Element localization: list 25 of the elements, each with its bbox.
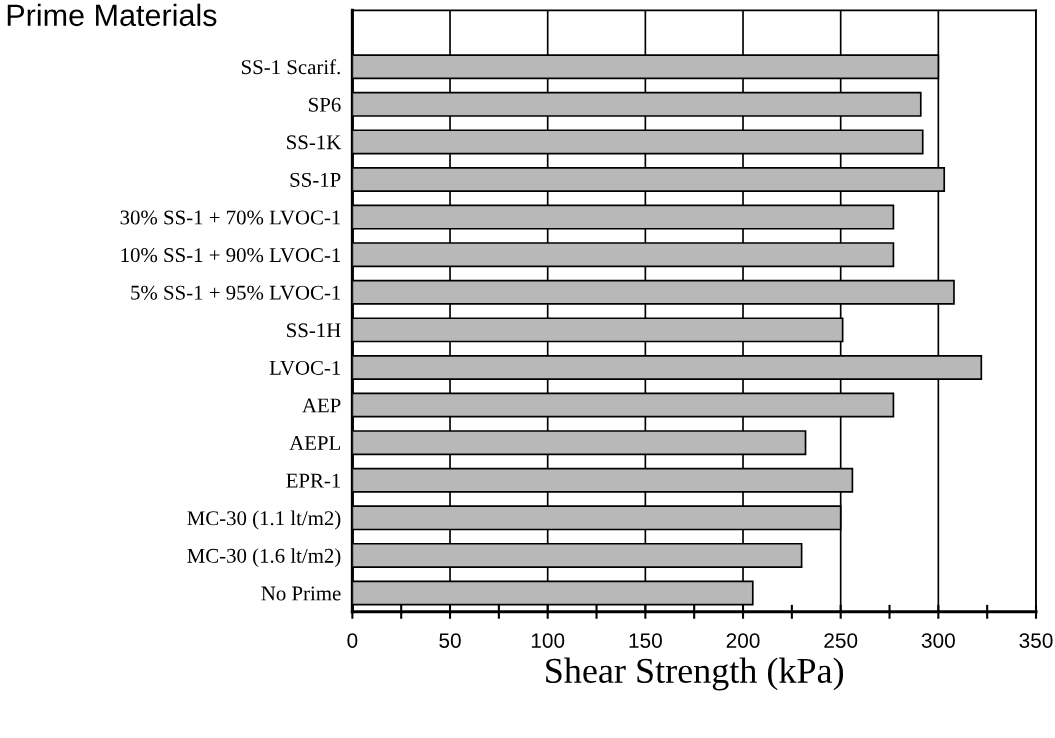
y-tick-label: SS-1H [287, 323, 341, 338]
y-tick-label: SS-1P [290, 172, 341, 187]
x-tick-label: 200 [726, 633, 760, 648]
x-axis-title: Shear Strength (kPa) [546, 657, 844, 691]
y-tick-label: SP6 [309, 97, 341, 112]
y-tick-label: No Prime [261, 586, 341, 601]
x-tick-label: 250 [824, 633, 858, 648]
y-tick-label: 30% SS-1 + 70% LVOC-1 [120, 210, 341, 225]
x-tick-label: 50 [439, 633, 461, 648]
chart-title: Prime Materials [7, 3, 217, 27]
y-tick-label: AEPL [289, 436, 341, 450]
x-tick-label: 0 [347, 633, 358, 648]
y-tick-label: LVOC-1 [269, 360, 341, 375]
y-tick-label: MC-30 (1.6 lt/m2) [187, 548, 341, 568]
y-tick-label: SS-1K [287, 135, 342, 150]
x-tick-label: 100 [531, 633, 565, 648]
y-tick-label: 10% SS-1 + 90% LVOC-1 [121, 248, 341, 263]
x-tick-label: 350 [1019, 633, 1053, 648]
y-tick-label: EPR-1 [286, 473, 341, 488]
x-tick-label: 300 [921, 633, 955, 648]
y-tick-label: MC-30 (1.1 lt/m2) [187, 510, 341, 530]
y-tick-label: SS-1 Scarif. [241, 59, 340, 75]
x-tick-label: 150 [629, 633, 662, 648]
y-tick-label: AEP [302, 398, 341, 413]
y-tick-label: 5% SS-1 + 95% LVOC-1 [131, 285, 341, 300]
